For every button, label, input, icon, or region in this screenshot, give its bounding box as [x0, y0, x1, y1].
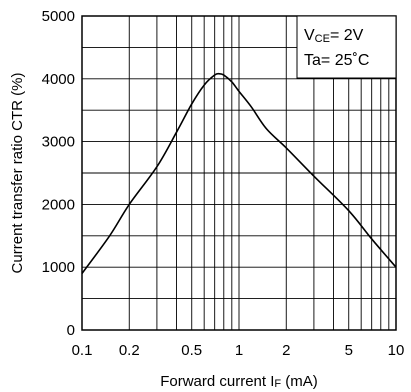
y-tick-label: 3000: [42, 134, 75, 151]
annotation-box: [296, 15, 397, 79]
plot-frame: [81, 15, 397, 331]
x-tick-label: 1: [235, 342, 243, 359]
y-tick-labels: 0 1000 2000 3000 4000 5000: [42, 8, 75, 339]
x-axis-label: Forward current IF (mA): [160, 373, 318, 390]
y-tick-label: 2000: [42, 196, 75, 213]
x-tick-labels: 0.1 0.2 0.5 1 2 5 10: [72, 342, 405, 359]
ctr-curve: [81, 72, 397, 274]
x-tick-label: 5: [345, 342, 353, 359]
y-tick-label: 1000: [42, 259, 75, 276]
x-tick-label: 0.5: [181, 342, 202, 359]
y-tick-label: 5000: [42, 8, 75, 25]
x-tick-label: 2: [282, 342, 290, 359]
y-axis-label: Current transfer ratio CTR (%): [9, 73, 26, 274]
annotation-ta: Ta= 25˚C: [304, 52, 369, 69]
y-tick-label: 4000: [42, 71, 75, 88]
y-tick-label: 0: [67, 322, 75, 339]
x-tick-label: 0.2: [119, 342, 140, 359]
x-tick-label: 10: [388, 342, 405, 359]
annotation-vce: VCE= 2V: [304, 27, 364, 45]
x-tick-label: 0.1: [72, 342, 93, 359]
